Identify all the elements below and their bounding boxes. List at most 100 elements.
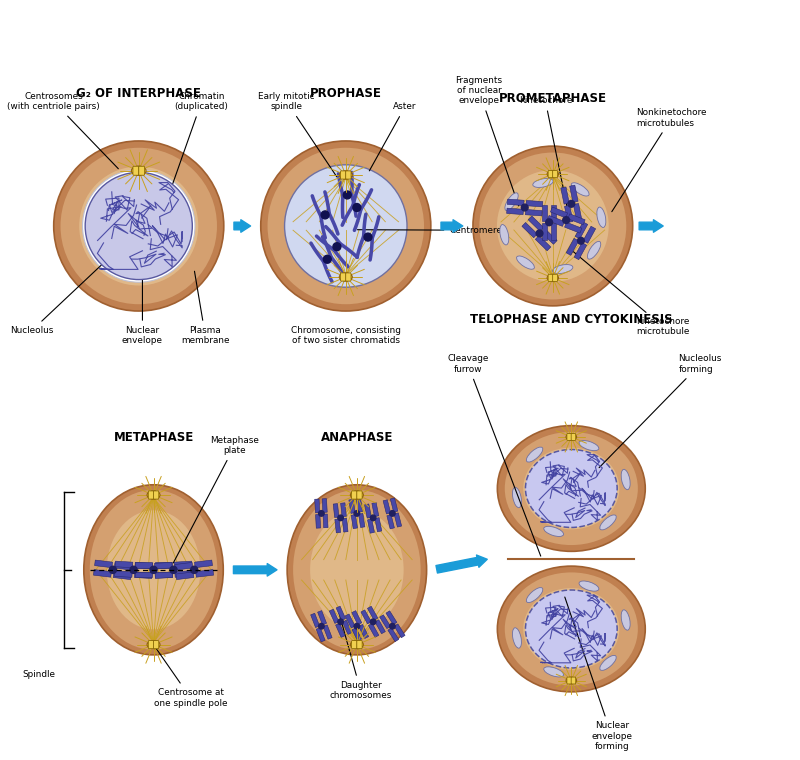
Ellipse shape (147, 491, 160, 499)
Ellipse shape (513, 487, 522, 508)
Circle shape (568, 201, 574, 207)
Polygon shape (383, 500, 390, 514)
Circle shape (333, 242, 341, 251)
Text: Daughter
chromosomes: Daughter chromosomes (330, 613, 392, 700)
Text: Chromosome, consisting
of two sister chromatids: Chromosome, consisting of two sister chr… (291, 326, 401, 345)
Polygon shape (526, 201, 542, 207)
Polygon shape (335, 519, 341, 533)
FancyBboxPatch shape (154, 491, 158, 499)
Circle shape (318, 623, 324, 629)
Circle shape (370, 515, 376, 521)
Ellipse shape (621, 610, 630, 630)
Ellipse shape (523, 448, 619, 530)
Circle shape (110, 566, 117, 573)
Polygon shape (134, 572, 152, 578)
Circle shape (170, 566, 177, 573)
FancyArrowPatch shape (234, 564, 277, 576)
Text: Spindle: Spindle (22, 670, 55, 679)
Polygon shape (334, 504, 339, 518)
Ellipse shape (497, 170, 609, 282)
Polygon shape (550, 207, 568, 218)
Ellipse shape (526, 590, 617, 668)
FancyBboxPatch shape (352, 491, 357, 499)
FancyBboxPatch shape (139, 166, 145, 176)
Polygon shape (114, 571, 132, 578)
Text: Cleavage
furrow: Cleavage furrow (447, 354, 541, 556)
Circle shape (323, 255, 331, 263)
Polygon shape (176, 572, 194, 580)
FancyBboxPatch shape (346, 171, 351, 179)
Circle shape (546, 219, 553, 226)
Ellipse shape (85, 173, 192, 280)
Text: ANAPHASE: ANAPHASE (321, 431, 393, 444)
Ellipse shape (600, 655, 616, 670)
Circle shape (343, 191, 351, 199)
FancyBboxPatch shape (148, 491, 154, 499)
Polygon shape (341, 503, 346, 517)
Polygon shape (175, 571, 193, 578)
FancyBboxPatch shape (571, 433, 576, 440)
FancyBboxPatch shape (571, 677, 576, 684)
Ellipse shape (566, 677, 577, 684)
FancyBboxPatch shape (548, 170, 553, 178)
Text: Plasma
membrane: Plasma membrane (181, 271, 230, 345)
Polygon shape (561, 187, 570, 204)
Ellipse shape (350, 491, 363, 499)
Ellipse shape (54, 141, 224, 311)
Circle shape (370, 619, 376, 625)
Polygon shape (358, 625, 369, 638)
Polygon shape (349, 499, 355, 513)
FancyBboxPatch shape (548, 274, 553, 281)
FancyBboxPatch shape (346, 273, 351, 281)
Polygon shape (365, 504, 371, 518)
Text: Nuclear
envelope
forming: Nuclear envelope forming (565, 597, 633, 751)
Ellipse shape (500, 224, 509, 245)
Polygon shape (565, 205, 573, 223)
Ellipse shape (286, 166, 406, 286)
Ellipse shape (261, 141, 431, 311)
Ellipse shape (505, 432, 638, 545)
Polygon shape (342, 620, 352, 635)
Polygon shape (528, 216, 544, 231)
FancyArrowPatch shape (436, 555, 487, 573)
Ellipse shape (505, 572, 638, 686)
Text: Centromere: Centromere (358, 226, 502, 235)
Polygon shape (154, 572, 172, 578)
Polygon shape (526, 210, 542, 216)
Text: Chromatin
(duplicated): Chromatin (duplicated) (170, 92, 229, 194)
Polygon shape (361, 610, 371, 624)
Polygon shape (367, 606, 378, 620)
FancyBboxPatch shape (553, 274, 558, 281)
Ellipse shape (544, 667, 563, 677)
Polygon shape (135, 572, 152, 578)
Polygon shape (135, 562, 152, 568)
Polygon shape (352, 628, 362, 642)
Ellipse shape (621, 470, 630, 489)
Polygon shape (394, 624, 405, 638)
Polygon shape (551, 204, 556, 221)
Polygon shape (394, 513, 402, 527)
Polygon shape (547, 215, 564, 226)
Circle shape (354, 511, 360, 516)
Ellipse shape (479, 153, 626, 299)
Polygon shape (574, 204, 582, 220)
Text: Metaphase
plate: Metaphase plate (174, 435, 259, 563)
Ellipse shape (505, 193, 518, 211)
Ellipse shape (131, 166, 146, 176)
Ellipse shape (579, 441, 599, 451)
Ellipse shape (526, 587, 543, 603)
Polygon shape (380, 615, 390, 629)
Polygon shape (356, 499, 362, 512)
Ellipse shape (498, 566, 646, 692)
Ellipse shape (82, 169, 195, 282)
Ellipse shape (587, 242, 601, 259)
Circle shape (338, 515, 343, 521)
Polygon shape (568, 214, 585, 225)
Polygon shape (565, 222, 582, 233)
Ellipse shape (513, 628, 522, 648)
Polygon shape (367, 519, 374, 534)
Polygon shape (322, 499, 327, 512)
Text: Kinetochore
microtubule: Kinetochore microtubule (574, 252, 690, 337)
Polygon shape (542, 223, 547, 240)
Polygon shape (94, 569, 111, 577)
